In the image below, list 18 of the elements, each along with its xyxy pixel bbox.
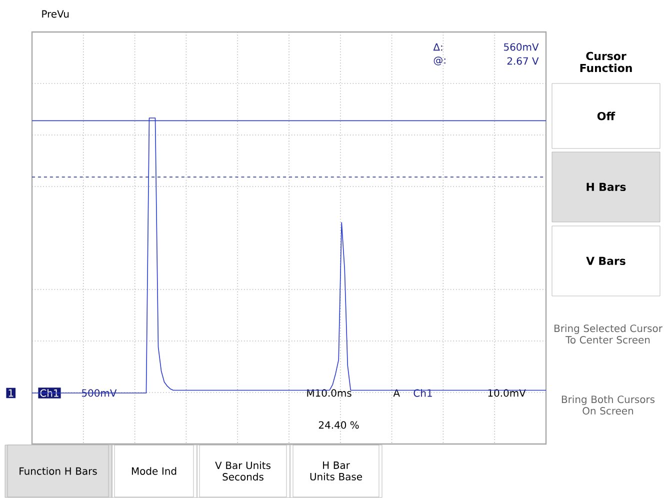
text: Bring Both Cursors On Screen bbox=[562, 395, 655, 415]
text: V Bars bbox=[586, 256, 626, 266]
text: Bring Selected Cursor To Center Screen bbox=[554, 324, 662, 344]
text: Mode Ind bbox=[132, 467, 176, 475]
text: 1 bbox=[8, 389, 14, 397]
text: Δ: bbox=[433, 43, 442, 51]
annotation: M10.0ms bbox=[307, 389, 352, 397]
text: Off bbox=[597, 112, 616, 120]
text: 560mV bbox=[504, 43, 539, 51]
text: H Bars bbox=[586, 182, 626, 192]
text: @: bbox=[434, 56, 446, 66]
text: V Bar Units Seconds bbox=[215, 461, 270, 481]
text: H Bar Units Base bbox=[310, 462, 362, 480]
text: Cursor Function bbox=[580, 52, 632, 72]
text: Function H Bars bbox=[20, 467, 97, 475]
text: PreVu bbox=[42, 10, 69, 18]
text: 24.40 % bbox=[318, 421, 359, 429]
text: 2.67 V bbox=[507, 57, 539, 65]
